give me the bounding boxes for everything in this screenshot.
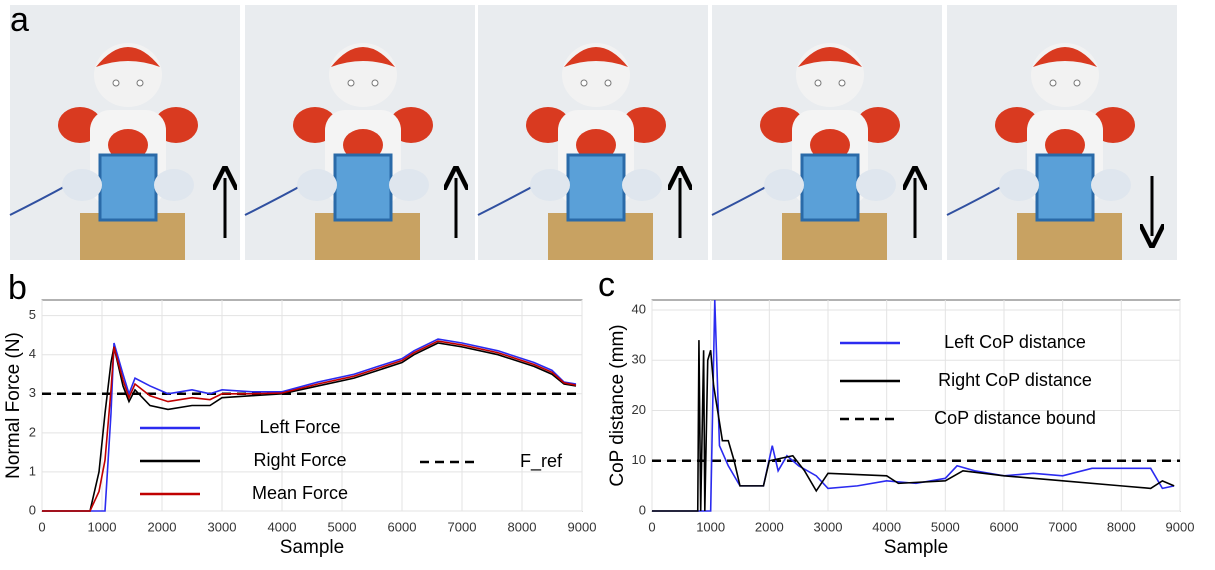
x-tick-label: 7000: [1048, 519, 1077, 534]
y-tick-label: 0: [639, 502, 646, 517]
data-line: [652, 299, 1175, 512]
y-tick-label: 40: [632, 301, 646, 316]
y-tick-label: 1: [29, 463, 36, 478]
panel-label: b: [8, 269, 27, 307]
data-line: [652, 340, 1175, 512]
y-tick-label: 3: [29, 385, 36, 400]
data-line: [42, 342, 577, 512]
y-tick-label: 4: [29, 346, 36, 361]
x-tick-label: 7000: [448, 519, 477, 534]
legend-label: Left Force: [259, 417, 340, 437]
x-tick-label: 1000: [696, 519, 725, 534]
y-tick-label: 2: [29, 424, 36, 439]
x-tick-label: 4000: [268, 519, 297, 534]
x-tick-label: 1000: [88, 519, 117, 534]
x-axis-label: Sample: [884, 537, 948, 558]
x-tick-label: 8000: [508, 519, 537, 534]
legend-label: Right CoP distance: [938, 370, 1092, 390]
x-tick-label: 6000: [990, 519, 1019, 534]
x-tick-label: 2000: [148, 519, 177, 534]
legend-label: Left CoP distance: [944, 332, 1086, 352]
legend-label: CoP distance bound: [934, 408, 1096, 428]
panel-label: c: [598, 266, 615, 304]
y-tick-label: 0: [29, 502, 36, 517]
legend-label: F_ref: [520, 451, 563, 472]
y-tick-label: 20: [632, 402, 646, 417]
x-tick-label: 4000: [872, 519, 901, 534]
photo-strip: [8, 3, 1179, 262]
x-tick-label: 2000: [755, 519, 784, 534]
x-tick-label: 3000: [208, 519, 237, 534]
y-tick-label: 5: [29, 307, 36, 322]
x-tick-label: 8000: [1107, 519, 1136, 534]
x-tick-label: 9000: [1166, 519, 1195, 534]
x-tick-label: 9000: [568, 519, 597, 534]
plot-area: [41, 299, 583, 512]
y-axis-label: Normal Force (N): [3, 332, 24, 479]
plot-area: [651, 299, 1181, 512]
legend-label: Right Force: [253, 450, 346, 470]
y-tick-label: 30: [632, 352, 646, 367]
x-tick-label: 0: [648, 519, 655, 534]
x-tick-label: 5000: [931, 519, 960, 534]
x-tick-label: 6000: [388, 519, 417, 534]
panel-label: a: [10, 1, 29, 39]
y-axis-label: CoP distance (mm): [607, 324, 628, 486]
x-axis-label: Sample: [280, 537, 344, 558]
y-tick-label: 10: [632, 452, 646, 467]
data-line: [42, 340, 577, 512]
legend-label: Mean Force: [252, 483, 348, 503]
x-tick-label: 0: [38, 519, 45, 534]
x-tick-label: 5000: [328, 519, 357, 534]
x-tick-label: 3000: [814, 519, 843, 534]
